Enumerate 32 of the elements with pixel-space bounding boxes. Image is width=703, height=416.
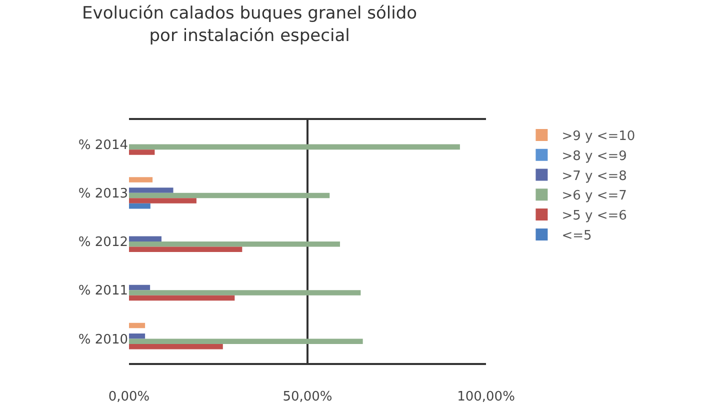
bar (129, 150, 155, 155)
y-tick-label: % 2010 (78, 332, 128, 348)
bar (129, 188, 174, 193)
bar (129, 177, 153, 182)
y-tick-label: % 2014 (78, 138, 128, 153)
bar (129, 333, 146, 339)
bar (129, 198, 196, 204)
legend-label: >6 y <=7 (562, 188, 627, 204)
x-tick-label: 50,00% (282, 389, 332, 404)
y-tick-label: % 2011 (78, 284, 128, 299)
chart-title: Evolución calados buques granel sólido por instalación especial (82, 4, 418, 46)
bar (129, 203, 150, 209)
x-tick-label: 100,00% (457, 389, 515, 404)
bar (129, 344, 223, 350)
y-tick-label: % 2013 (78, 186, 128, 202)
bar (129, 236, 162, 242)
x-tick-label: 0,00% (108, 389, 150, 404)
bar (129, 246, 242, 252)
y-tick-label: % 2012 (78, 235, 128, 250)
legend-label: >7 y <=8 (562, 168, 627, 184)
bar (129, 338, 363, 344)
bar (129, 290, 361, 296)
bar (129, 295, 235, 301)
bar (129, 144, 460, 150)
bar (129, 284, 150, 290)
legend-label: >5 y <=6 (562, 208, 627, 224)
bar (129, 322, 146, 328)
legend-label: <=5 (562, 228, 592, 244)
bar (129, 192, 330, 198)
legend-label: >9 y <=10 (562, 129, 636, 144)
bar (129, 242, 340, 247)
legend-label: >8 y <=9 (562, 148, 627, 164)
